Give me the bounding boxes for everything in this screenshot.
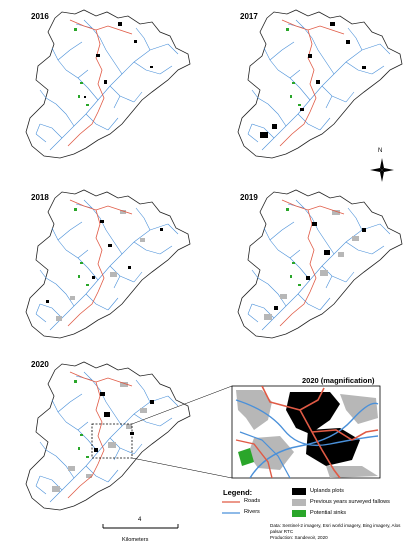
- panel-year-2017: 2017: [240, 12, 258, 21]
- magnification-title: 2020 (magnification): [302, 376, 375, 385]
- legend-label-uplands: Uplands plots: [310, 488, 344, 494]
- connector-line-bottom: [131, 457, 233, 479]
- legend-sinks-symbol: [292, 510, 306, 517]
- panel-year-2018: 2018: [31, 193, 49, 202]
- panel-year-2020: 2020: [31, 360, 49, 369]
- map-panel-2018: [25, 189, 191, 339]
- panel-year-2016: 2016: [31, 12, 49, 21]
- credits-production-line: Production: Sandevoir, 2020: [270, 535, 328, 540]
- connector-line-top: [131, 385, 233, 425]
- magnification-panel: [231, 385, 381, 479]
- credits: Data: Sentinel-2 imagery, Esri world ima…: [270, 523, 411, 541]
- map-panel-2020: [25, 361, 191, 511]
- panel-year-2019: 2019: [240, 193, 258, 202]
- map-panel-2017: [237, 9, 403, 159]
- scale-bar-value: 4: [138, 517, 142, 523]
- credits-data-line: Data: Sentinel-2 imagery, Esri world ima…: [270, 523, 401, 534]
- legend-label-rivers: Rivers: [244, 509, 260, 515]
- legend-fallows-symbol: [292, 499, 306, 506]
- legend-label-roads: Roads: [244, 498, 261, 504]
- scale-bar-unit: Kilometers: [122, 537, 149, 543]
- magnification-extent-box: [91, 423, 133, 459]
- north-arrow-icon: [370, 158, 394, 182]
- map-panel-2016: [25, 9, 191, 159]
- north-label: N: [378, 148, 383, 154]
- legend-label-fallows: Previous years surveyed fallows: [310, 499, 390, 505]
- scale-bar: [102, 524, 179, 529]
- legend-uplands-symbol: [292, 488, 306, 495]
- legend-title: Legend:: [223, 488, 253, 497]
- map-panel-2019: [237, 189, 403, 339]
- legend-label-sinks: Potential sinks: [310, 510, 347, 516]
